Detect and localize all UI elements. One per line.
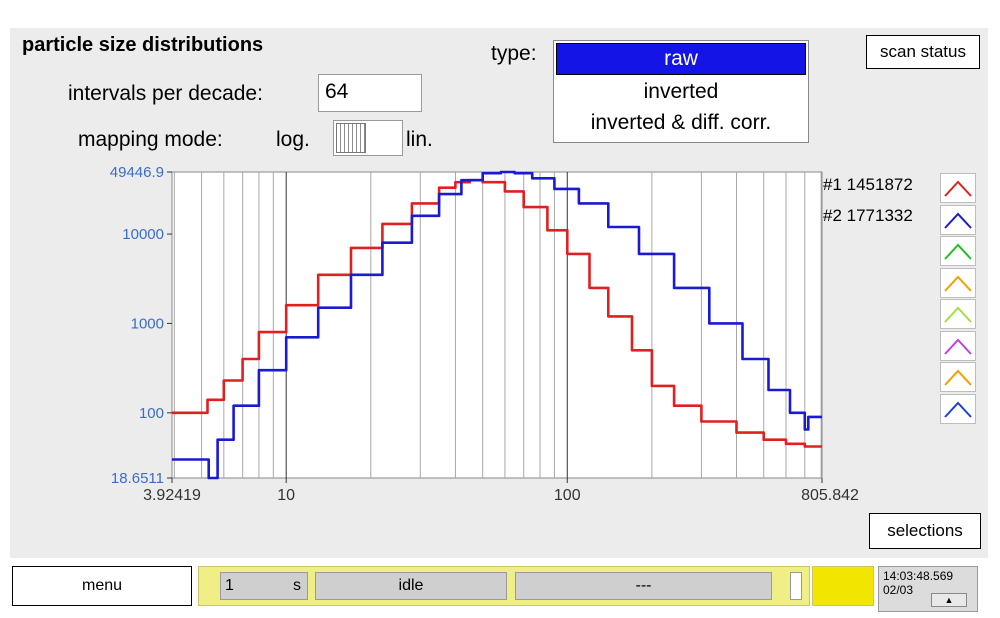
chevron-up-icon [944, 212, 972, 229]
state-field: idle [315, 572, 507, 600]
status-divider [790, 572, 802, 600]
legend-swatch-7[interactable] [940, 362, 976, 392]
mapping-mode-label: mapping mode: [78, 128, 223, 151]
intervals-label: intervals per decade: [68, 82, 263, 105]
type-label: type: [491, 42, 537, 65]
chevron-up-icon [944, 243, 972, 260]
intervals-input[interactable]: 64 [318, 74, 422, 112]
mapping-log-label: log. [276, 128, 310, 151]
y-axis: 49446.9 10000 1000 100 18.6511 [110, 164, 172, 487]
legend-swatch-2[interactable] [940, 204, 976, 235]
legend-swatch-1[interactable] [940, 173, 976, 203]
chevron-up-icon[interactable]: ▲ [931, 593, 967, 607]
legend-entry-1: #1 1451872 [823, 175, 913, 194]
status-indicator [812, 566, 874, 606]
x-tick-label: 100 [554, 487, 581, 504]
chevron-up-icon [944, 401, 972, 418]
message-field: --- [515, 572, 772, 600]
clock-time: 14:03:48.569 [883, 569, 954, 583]
chevron-up-icon [944, 275, 972, 292]
chevron-up-icon [944, 306, 972, 323]
legend-swatch-4[interactable] [940, 267, 976, 298]
x-tick-label: 3.92419 [143, 487, 201, 504]
x-tick-label: 805.842 [801, 487, 859, 504]
y-tick-label: 1000 [131, 315, 164, 332]
grid-lines [173, 172, 822, 478]
type-listbox[interactable]: raw inverted inverted & diff. corr. [553, 40, 809, 143]
type-option-inverted-diff[interactable]: inverted & diff. corr. [590, 111, 772, 134]
x-tick-label: 10 [277, 487, 295, 504]
chevron-up-icon [944, 180, 972, 197]
y-tick-label: 18.6511 [111, 470, 164, 487]
type-option-inverted[interactable]: inverted [643, 80, 719, 103]
interval-field[interactable]: 1 s [220, 572, 308, 600]
scan-status-button[interactable]: scan status [866, 35, 980, 69]
mapping-mode-toggle[interactable] [333, 120, 403, 156]
legend-swatch-6[interactable] [940, 330, 976, 361]
plot-area [171, 171, 823, 479]
x-axis: 3.92419 10 100 805.842 [143, 478, 859, 504]
mapping-lin-label: lin. [406, 128, 433, 151]
menu-button[interactable]: menu [12, 566, 192, 606]
series-layer [172, 170, 822, 480]
series-line-2 [172, 170, 822, 480]
chevron-up-icon [944, 338, 972, 355]
series-line-1 [172, 178, 822, 448]
y-tick-label: 100 [139, 405, 164, 422]
clock-date: 02/03 [883, 583, 914, 597]
y-tick-label: 10000 [122, 226, 164, 243]
selections-button[interactable]: selections [869, 513, 981, 549]
y-tick-label: 49446.9 [110, 164, 164, 181]
legend-swatch-8[interactable] [940, 393, 976, 424]
page-title: particle size distributions [22, 34, 264, 56]
legend-swatch-3[interactable] [940, 236, 976, 266]
clock-panel: 14:03:48.569 02/03 ▲ [878, 566, 978, 612]
type-option-raw[interactable]: raw [556, 43, 806, 75]
legend-swatch-5[interactable] [940, 299, 976, 329]
interval-unit: s [293, 577, 301, 594]
chevron-up-icon [944, 369, 972, 386]
legend-entry-2: #2 1771332 [823, 206, 913, 225]
toggle-knob[interactable] [336, 123, 366, 153]
interval-value: 1 [225, 577, 234, 594]
